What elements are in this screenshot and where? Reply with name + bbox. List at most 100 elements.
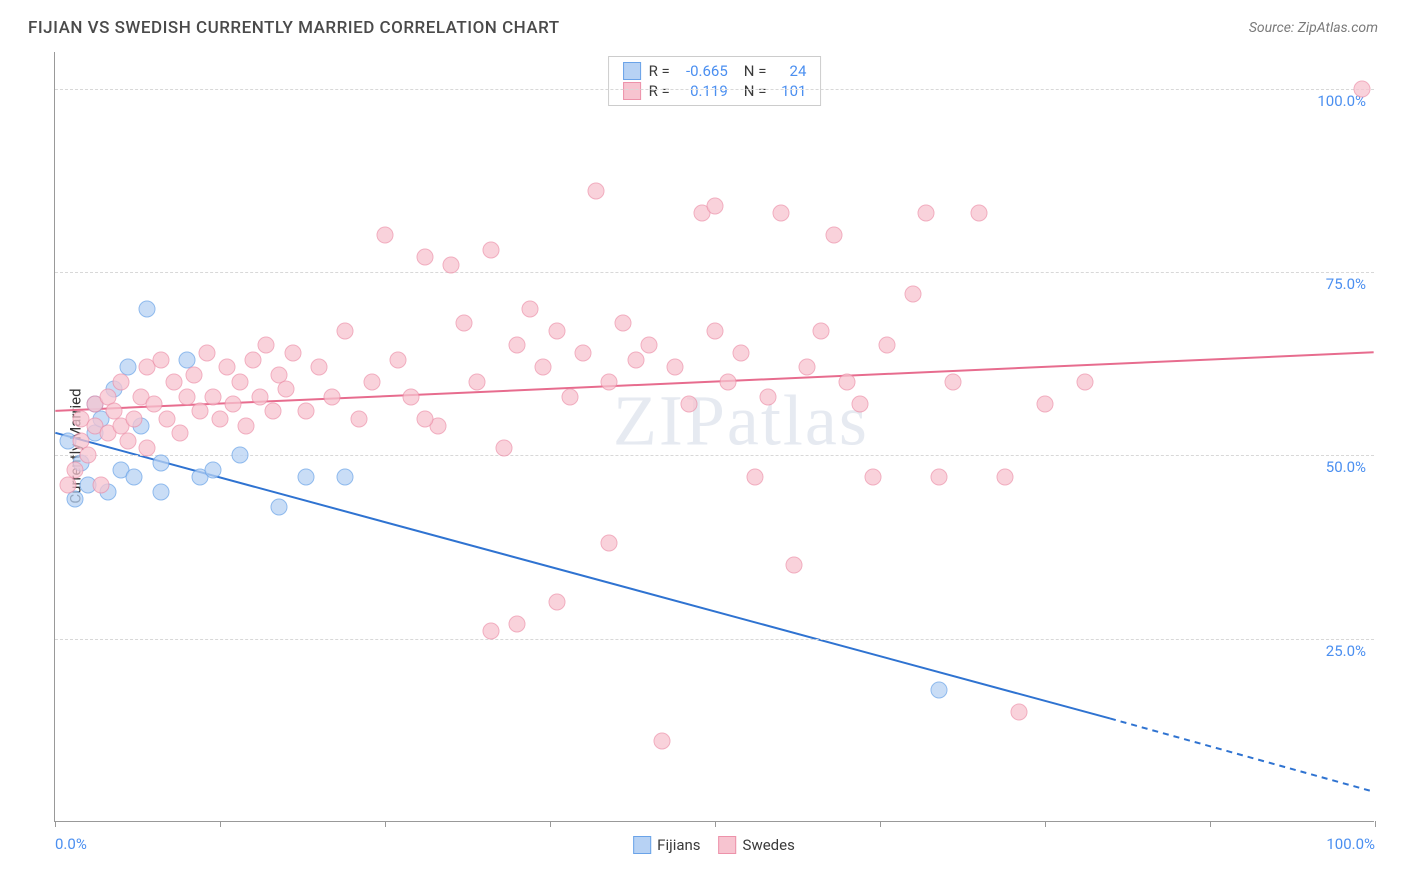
scatter-point <box>799 359 816 376</box>
scatter-point <box>238 418 255 435</box>
x-tick-mark <box>715 821 716 827</box>
scatter-point <box>185 366 202 383</box>
stat-r-value: 0.119 <box>678 82 728 100</box>
plot-region: ZIPatlas R =-0.665N =24R =0.119N =101 25… <box>54 52 1374 822</box>
scatter-point <box>278 381 295 398</box>
scatter-point <box>284 344 301 361</box>
legend-label: Fijians <box>657 836 700 854</box>
scatter-point <box>535 359 552 376</box>
x-tick-mark <box>55 821 56 827</box>
scatter-point <box>773 205 790 222</box>
scatter-point <box>707 322 724 339</box>
scatter-point <box>561 388 578 405</box>
y-tick-label: 75.0% <box>1326 275 1366 293</box>
scatter-point <box>152 484 169 501</box>
legend-swatch <box>623 82 641 100</box>
scatter-point <box>707 198 724 215</box>
scatter-point <box>852 396 869 413</box>
stat-n-label: N = <box>744 62 767 80</box>
scatter-point <box>60 476 77 493</box>
scatter-point <box>680 396 697 413</box>
scatter-point <box>1076 374 1093 391</box>
legend-swatch <box>719 836 737 854</box>
scatter-point <box>205 462 222 479</box>
scatter-point <box>654 733 671 750</box>
scatter-point <box>337 469 354 486</box>
legend-swatch <box>623 62 641 80</box>
scatter-point <box>641 337 658 354</box>
stats-row: R =-0.665N =24 <box>623 61 807 81</box>
stat-n-value: 101 <box>774 82 806 100</box>
scatter-point <box>601 374 618 391</box>
scatter-point <box>416 410 433 427</box>
grid-line <box>55 455 1374 456</box>
x-tick-label: 100.0% <box>1326 835 1375 853</box>
chart-area: ZIPatlas R =-0.665N =24R =0.119N =101 25… <box>54 52 1374 822</box>
scatter-point <box>139 300 156 317</box>
scatter-point <box>390 352 407 369</box>
scatter-point <box>482 242 499 259</box>
legend-item: Fijians <box>633 836 700 854</box>
x-tick-mark <box>220 821 221 827</box>
scatter-point <box>251 388 268 405</box>
y-tick-label: 25.0% <box>1326 642 1366 660</box>
grid-line <box>55 89 1374 90</box>
scatter-point <box>126 410 143 427</box>
x-tick-mark <box>385 821 386 827</box>
x-tick-mark <box>1210 821 1211 827</box>
scatter-point <box>839 374 856 391</box>
x-tick-mark <box>880 821 881 827</box>
trend-lines <box>55 52 1374 821</box>
scatter-point <box>522 300 539 317</box>
bottom-legend: Fijians Swedes <box>633 836 795 854</box>
scatter-point <box>119 432 136 449</box>
scatter-point <box>172 425 189 442</box>
scatter-point <box>971 205 988 222</box>
scatter-point <box>733 344 750 361</box>
scatter-point <box>363 374 380 391</box>
scatter-point <box>218 359 235 376</box>
scatter-point <box>812 322 829 339</box>
scatter-point <box>139 440 156 457</box>
scatter-point <box>245 352 262 369</box>
scatter-point <box>786 557 803 574</box>
scatter-point <box>225 396 242 413</box>
stat-n-value: 24 <box>774 62 806 80</box>
scatter-point <box>337 322 354 339</box>
scatter-point <box>865 469 882 486</box>
chart-title: FIJIAN VS SWEDISH CURRENTLY MARRIED CORR… <box>28 18 560 38</box>
legend-label: Swedes <box>743 836 795 854</box>
x-tick-mark <box>1045 821 1046 827</box>
grid-line <box>55 272 1374 273</box>
watermark: ZIPatlas <box>613 380 869 463</box>
scatter-point <box>720 374 737 391</box>
scatter-point <box>231 374 248 391</box>
scatter-point <box>159 410 176 427</box>
scatter-point <box>456 315 473 332</box>
x-tick-label: 0.0% <box>55 835 87 853</box>
stats-legend-box: R =-0.665N =24R =0.119N =101 <box>608 56 822 106</box>
scatter-point <box>601 535 618 552</box>
scatter-point <box>192 403 209 420</box>
scatter-point <box>113 374 130 391</box>
scatter-point <box>1037 396 1054 413</box>
scatter-point <box>997 469 1014 486</box>
stat-r-value: -0.665 <box>678 62 728 80</box>
scatter-point <box>297 469 314 486</box>
scatter-point <box>258 337 275 354</box>
header: FIJIAN VS SWEDISH CURRENTLY MARRIED CORR… <box>28 18 1378 38</box>
y-tick-label: 50.0% <box>1326 458 1366 476</box>
scatter-point <box>1010 704 1027 721</box>
scatter-point <box>931 469 948 486</box>
scatter-point <box>80 447 97 464</box>
scatter-point <box>152 352 169 369</box>
scatter-point <box>495 440 512 457</box>
scatter-point <box>918 205 935 222</box>
x-tick-mark <box>550 821 551 827</box>
scatter-point <box>93 476 110 493</box>
scatter-point <box>165 374 182 391</box>
scatter-point <box>403 388 420 405</box>
scatter-point <box>469 374 486 391</box>
scatter-point <box>311 359 328 376</box>
scatter-point <box>212 410 229 427</box>
